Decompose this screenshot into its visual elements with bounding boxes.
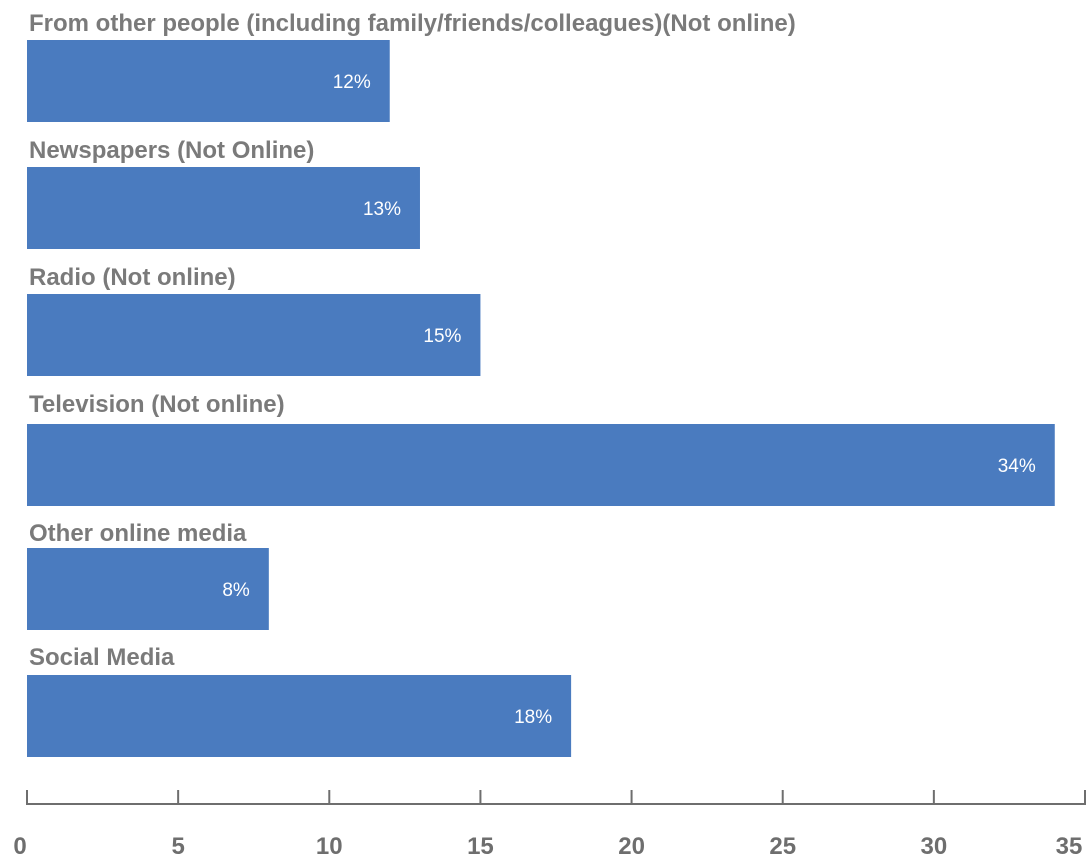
bar-from-other-people-including-family-friends-colleagues-not-online (27, 40, 390, 122)
x-tick-label-5: 5 (171, 833, 184, 859)
x-tick-label-25: 25 (769, 833, 796, 859)
category-label-from-other-people-including-family-friends-colleagues-not-online: From other people (including family/frie… (29, 10, 796, 37)
bar-value-label-from-other-people-including-family-friends-colleagues-not-online: 12% (333, 72, 371, 93)
category-label-newspapers-not-online: Newspapers (Not Online) (29, 137, 314, 164)
bar-newspapers-not-online (27, 167, 420, 249)
bar-radio-not-online (27, 294, 481, 376)
bar-value-label-television-not-online: 34% (998, 456, 1036, 477)
category-label-other-online-media: Other online media (29, 520, 247, 547)
x-tick-label-30: 30 (921, 833, 948, 859)
category-label-radio-not-online: Radio (Not online) (29, 264, 236, 291)
bar-social-media (27, 675, 572, 757)
category-label-television-not-online: Television (Not online) (29, 391, 285, 418)
bar-value-label-radio-not-online: 15% (423, 326, 461, 347)
bar-value-label-newspapers-not-online: 13% (363, 199, 401, 220)
category-label-social-media: Social Media (29, 644, 175, 671)
x-axis: 0 5 10 15 20 25 30 35 (13, 790, 1086, 859)
bar-other-online-media (27, 548, 269, 630)
x-tick-label-0: 0 (13, 833, 26, 859)
bar-value-label-other-online-media: 8% (222, 580, 250, 601)
bars-group: From other people (including family/frie… (27, 10, 1055, 757)
bar-value-label-social-media: 18% (514, 707, 552, 728)
x-tick-label-35: 35 (1056, 833, 1083, 859)
x-tick-label-10: 10 (316, 833, 343, 859)
x-tick-label-20: 20 (618, 833, 645, 859)
x-tick-label-15: 15 (467, 833, 494, 859)
bar-television-not-online (27, 424, 1055, 506)
